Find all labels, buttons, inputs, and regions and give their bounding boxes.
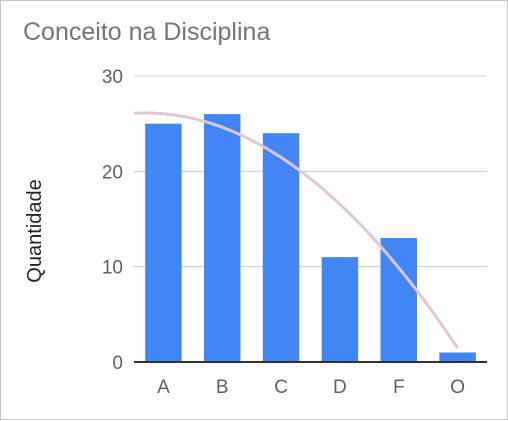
bar-O <box>439 352 476 362</box>
bar-C <box>262 133 300 362</box>
x-tick-label: F <box>393 377 405 398</box>
x-tick-label: D <box>333 377 347 398</box>
y-axis-label: Quantidade <box>24 179 46 282</box>
bar-D <box>321 257 359 362</box>
chart-title: Conceito na Disciplina <box>23 18 271 46</box>
x-tick-label: C <box>274 377 288 398</box>
x-tick-label: O <box>450 377 465 398</box>
y-tick-label: 10 <box>102 258 123 279</box>
bar-A <box>145 123 182 363</box>
trendline <box>133 111 459 349</box>
y-tick-label: 0 <box>112 353 123 374</box>
bar-B <box>204 114 241 362</box>
y-tick-label: 20 <box>102 162 123 183</box>
bar-F <box>380 238 417 362</box>
x-tick-label: B <box>216 377 229 398</box>
x-tick-label: A <box>157 377 170 398</box>
y-tick-label: 30 <box>102 67 123 88</box>
